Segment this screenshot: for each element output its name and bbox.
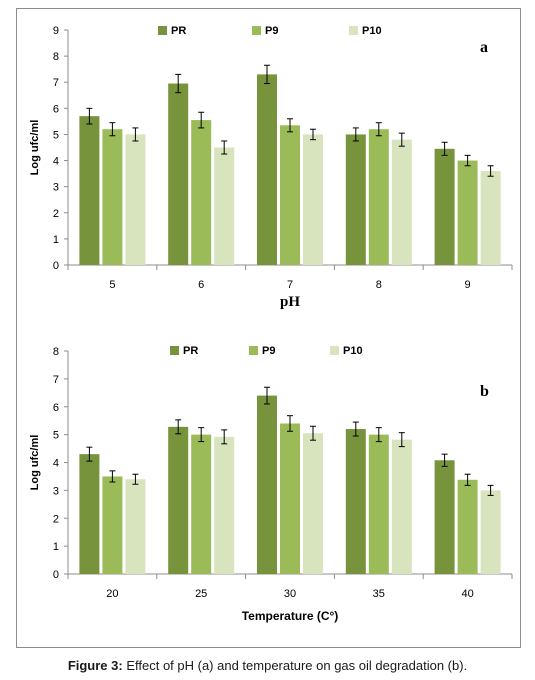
legend-label-p9: P9	[262, 345, 275, 357]
bar-p9-35	[368, 434, 389, 574]
x-tick-label: 40	[461, 588, 473, 600]
y-tick-label: 1	[53, 541, 59, 553]
x-tick-label: 5	[109, 279, 115, 291]
chart-panel-b: 0 1 2 3 4 5 6 7 8 20 25 30 35 40 PR P9 P10 b Log ufc/ml Tem…	[29, 345, 513, 623]
y-tick-label: 2	[53, 208, 59, 220]
bar-p9-9	[457, 160, 478, 265]
bar-p9-40	[457, 479, 478, 574]
x-tick-label: 8	[376, 279, 382, 291]
y-tick-label: 9	[53, 25, 59, 37]
x-tick-label: 25	[195, 588, 207, 600]
legend-swatch-pr	[170, 346, 179, 355]
y-tick-label: 6	[53, 103, 59, 115]
y-tick-label: 1	[53, 234, 59, 246]
bar-pr-8	[345, 134, 366, 265]
bar-pr-30	[257, 395, 277, 574]
y-tick-label: 3	[53, 182, 59, 194]
bar-p9-30	[280, 423, 300, 574]
y-tick-label: 5	[53, 430, 59, 442]
bar-p9-7	[280, 125, 300, 265]
bar-pr-25	[168, 426, 189, 574]
caption-label: Figure 3:	[67, 658, 123, 673]
bar-p10-7	[303, 134, 323, 265]
bar-pr-5	[79, 116, 100, 266]
x-tick-label: 9	[465, 279, 471, 291]
y-axis-title: Log ufc/ml	[29, 120, 41, 176]
bar-p10-25	[214, 436, 235, 574]
bar-pr-20	[79, 454, 100, 574]
y-tick-label: 6	[53, 402, 59, 414]
legend-swatch-pr	[158, 26, 167, 35]
legend-label-p10: P10	[362, 25, 382, 37]
legend-label-pr: PR	[171, 25, 186, 37]
legend-swatch-p9	[252, 26, 261, 35]
bar-pr-35	[345, 429, 366, 574]
x-tick-label: 6	[198, 279, 204, 291]
y-tick-label: 0	[53, 569, 59, 581]
bar-p10-30	[303, 433, 323, 574]
bar-p10-6	[214, 147, 235, 265]
bar-p9-5	[102, 129, 123, 265]
legend-swatch-p10	[330, 346, 339, 355]
bar-p9-20	[102, 476, 123, 574]
bar-p9-8	[368, 129, 389, 265]
chart-panel-a: 0 1 2 3 4 5 6 7 8 9 5 6 7 8 9 PR P9 P10 a Log ufc/ml pH	[29, 25, 513, 310]
y-tick-label: 2	[53, 513, 59, 525]
bar-p10-8	[391, 139, 412, 265]
y-tick-label: 5	[53, 129, 59, 141]
x-axis-title: pH	[280, 294, 300, 310]
x-tick-label: 35	[373, 588, 385, 600]
y-tick-label: 3	[53, 485, 59, 497]
legend-swatch-p9	[249, 346, 258, 355]
legend-label-p10: P10	[343, 345, 363, 357]
x-axis-title: Temperature (C°)	[242, 609, 339, 623]
bar-pr-7	[257, 74, 277, 265]
bar-p10-5	[125, 134, 146, 265]
y-tick-label: 0	[53, 260, 59, 272]
panel-letter: b	[480, 383, 489, 400]
y-tick-label: 7	[53, 77, 59, 89]
x-tick-label: 7	[287, 279, 293, 291]
y-tick-label: 4	[53, 156, 59, 168]
legend-label-p9: P9	[265, 25, 278, 37]
bar-p10-9	[480, 171, 501, 265]
legend-label-pr: PR	[183, 345, 198, 357]
bar-p9-6	[191, 120, 212, 265]
bar-p10-20	[125, 479, 146, 574]
panel-letter: a	[480, 39, 488, 56]
x-tick-label: 20	[106, 588, 118, 600]
legend-swatch-p10	[349, 26, 358, 35]
bar-pr-9	[434, 148, 455, 265]
figure-caption: Figure 3: Effect of pH (a) and temperatu…	[16, 658, 519, 673]
y-tick-label: 8	[53, 51, 59, 63]
y-tick-label: 7	[53, 374, 59, 386]
y-tick-label: 4	[53, 458, 59, 470]
bar-p10-35	[391, 439, 412, 574]
bar-pr-40	[434, 460, 455, 574]
bar-p9-25	[191, 434, 212, 574]
y-tick-label: 8	[53, 346, 59, 358]
caption-text: Effect of pH (a) and temperature on gas …	[122, 658, 468, 673]
bar-pr-6	[168, 83, 189, 266]
y-axis-title: Log ufc/ml	[29, 435, 41, 491]
bar-p10-40	[480, 490, 501, 574]
x-tick-label: 30	[284, 588, 296, 600]
